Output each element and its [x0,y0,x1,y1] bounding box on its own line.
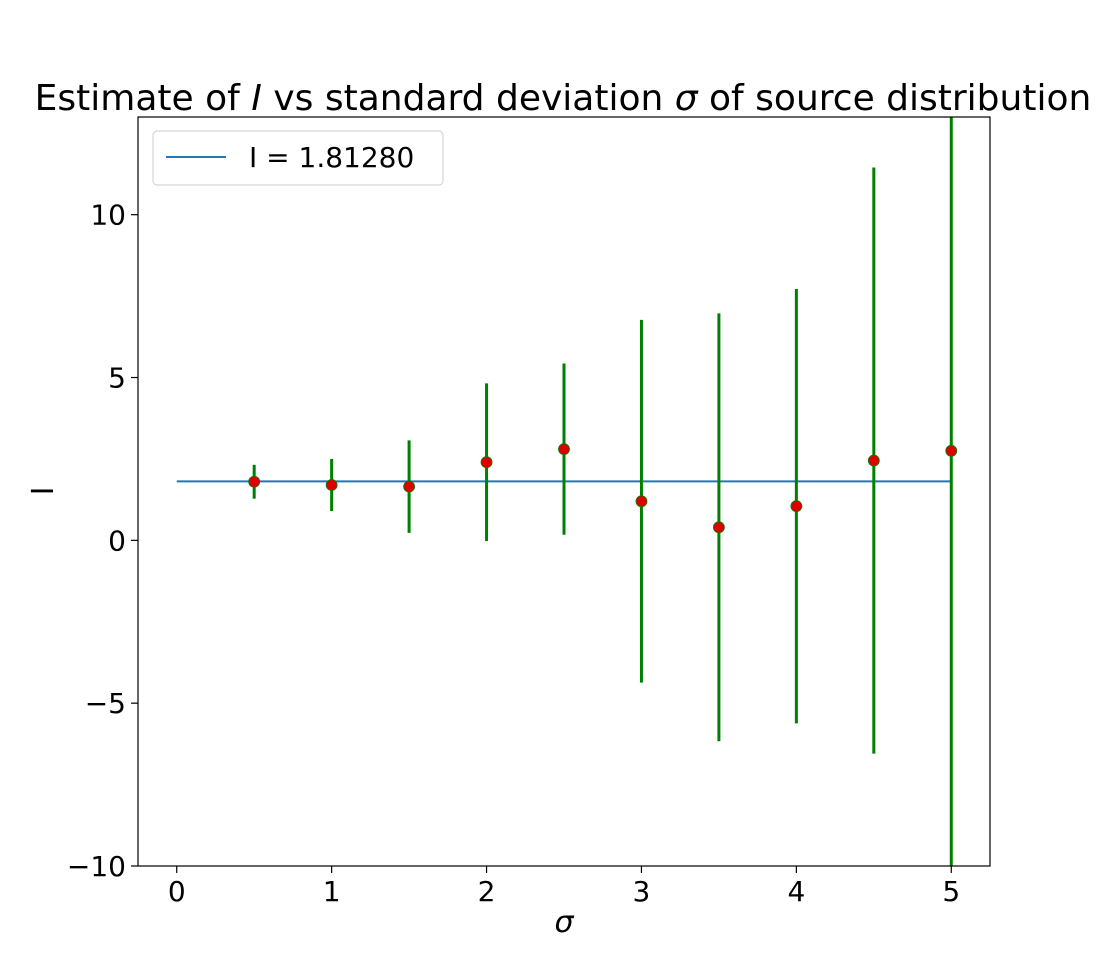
title-suffix: of source distribution [698,78,1092,119]
y-tick-label: 5 [108,362,126,395]
x-tick-label: 1 [323,875,341,908]
x-tick-label: 3 [633,875,651,908]
data-point [713,521,725,534]
y-axis-label: I [26,487,61,496]
title-symbol-2: σ [675,78,699,119]
data-point [480,456,493,469]
plot-area [176,117,958,866]
x-tick-label: 5 [942,875,960,908]
y-tick-label: 0 [108,524,126,557]
y-tick-label: −10 [67,850,126,883]
title-symbol: I [251,78,262,119]
data-point [558,443,570,456]
y-tick-label: −5 [85,687,126,720]
axes-frame [137,116,991,867]
data-point [403,480,415,493]
data-point [635,495,648,508]
x-axis-ticks: 0 1 2 3 4 5 [168,866,960,908]
y-tick-label: 10 [90,199,126,232]
x-tick-label: 0 [168,875,186,908]
data-point [945,444,958,457]
data-point [325,479,338,491]
x-tick-label: 2 [478,875,496,908]
chart-title: Estimate of I vs standard deviation σ of… [35,78,1092,119]
title-middle: vs standard deviation [262,78,675,119]
x-axis-label: σ [554,905,574,940]
title-prefix: Estimate of [35,78,252,119]
data-point [790,500,803,513]
x-tick-label: 4 [787,875,805,908]
legend-label: I = 1.81280 [249,141,414,174]
data-point [867,454,880,467]
legend: I = 1.81280 [152,130,444,186]
data-point [248,475,261,488]
y-axis-ticks: −10 −5 0 5 10 [67,199,138,883]
legend-box [152,130,444,186]
